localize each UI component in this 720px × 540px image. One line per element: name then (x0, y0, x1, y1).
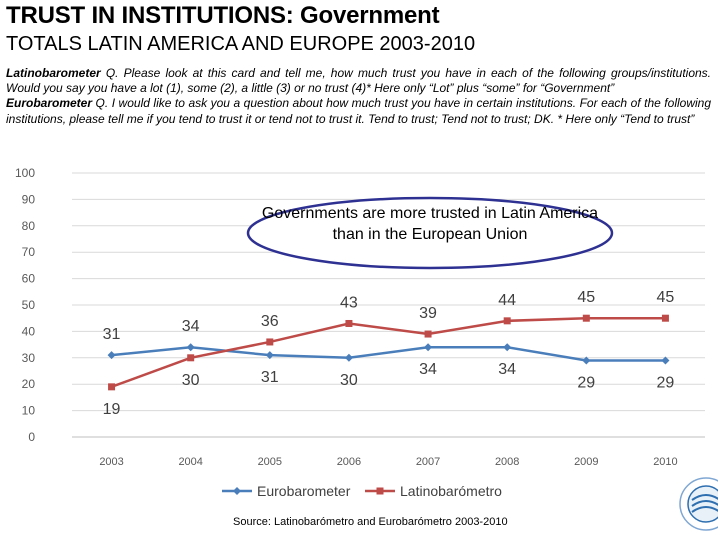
y-tick-label: 10 (22, 404, 36, 418)
legend-marker (376, 487, 384, 495)
data-label: 45 (577, 289, 595, 306)
data-point (661, 314, 669, 322)
page-title: TRUST IN INSTITUTIONS: Government (6, 2, 440, 29)
source-note: Source: Latinobarómetro and Eurobarómetr… (233, 516, 508, 528)
page-subtitle: TOTALS LATIN AMERICA AND EUROPE 2003-201… (6, 33, 476, 55)
data-label: 19 (103, 401, 121, 418)
data-label: 31 (261, 369, 279, 386)
y-tick-label: 0 (28, 430, 35, 444)
y-tick-label: 50 (22, 298, 36, 312)
data-point (345, 319, 353, 327)
data-point (582, 314, 590, 322)
data-label: 34 (182, 318, 200, 335)
eurobarometer-text: Q. I would like to ask you a question ab… (6, 96, 711, 126)
data-label: 36 (261, 313, 279, 330)
x-tick-label: 2003 (99, 456, 123, 468)
legend-marker (233, 487, 241, 495)
data-label: 34 (498, 361, 516, 378)
series-line (111, 316, 666, 389)
x-tick-label: 2010 (653, 456, 677, 468)
x-tick-label: 2005 (258, 456, 282, 468)
x-tick-label: 2004 (178, 456, 202, 468)
data-label: 34 (419, 361, 437, 378)
question-description: Latinobarometer Q. Please look at this c… (6, 66, 711, 127)
data-point (186, 343, 195, 352)
data-point (187, 354, 195, 362)
data-point (503, 343, 512, 352)
data-label: 44 (498, 292, 516, 309)
y-tick-label: 80 (22, 219, 36, 233)
data-label: 30 (182, 372, 200, 389)
data-label: 45 (657, 289, 675, 306)
data-point (344, 353, 353, 362)
x-tick-label: 2007 (416, 456, 440, 468)
y-tick-label: 90 (22, 192, 36, 206)
eurobarometer-question: Eurobarometer Q. I would like to ask you… (6, 96, 711, 126)
y-tick-label: 20 (22, 377, 36, 391)
latinobarometer-label: Latinobarometer (6, 66, 101, 80)
data-point (661, 356, 670, 365)
callout-text: Governments are more trusted in Latin Am… (261, 205, 599, 243)
data-point (265, 351, 274, 360)
data-label: 29 (577, 374, 595, 391)
x-tick-label: 2006 (337, 456, 361, 468)
data-point (108, 383, 116, 391)
data-point (503, 317, 511, 325)
x-tick-label: 2009 (574, 456, 598, 468)
y-tick-label: 70 (22, 245, 36, 259)
y-tick-label: 100 (15, 166, 35, 180)
data-point (424, 343, 433, 352)
y-tick-label: 30 (22, 351, 36, 365)
callout-ellipse (246, 196, 614, 270)
series-line (111, 345, 666, 362)
data-label: 39 (419, 305, 437, 322)
data-label: 43 (340, 294, 358, 311)
eurobarometer-label: Eurobarometer (6, 96, 93, 111)
legend-label: Eurobarometer (257, 483, 351, 499)
y-tick-label: 60 (22, 272, 36, 286)
data-point (424, 330, 432, 338)
university-seal-logo (679, 477, 718, 531)
data-label: 30 (340, 372, 358, 389)
data-point (582, 356, 591, 365)
y-tick-label: 40 (22, 324, 36, 338)
x-tick-label: 2008 (495, 456, 519, 468)
latinobarometer-question: Latinobarometer Q. Please look at this c… (6, 66, 711, 96)
latinobarometer-text: Q. Please look at this card and tell me,… (6, 66, 711, 96)
data-point (266, 338, 274, 346)
data-label: 29 (657, 374, 675, 391)
data-point (107, 351, 116, 360)
data-label: 31 (103, 326, 121, 343)
legend-label: Latinobarómetro (400, 483, 502, 499)
